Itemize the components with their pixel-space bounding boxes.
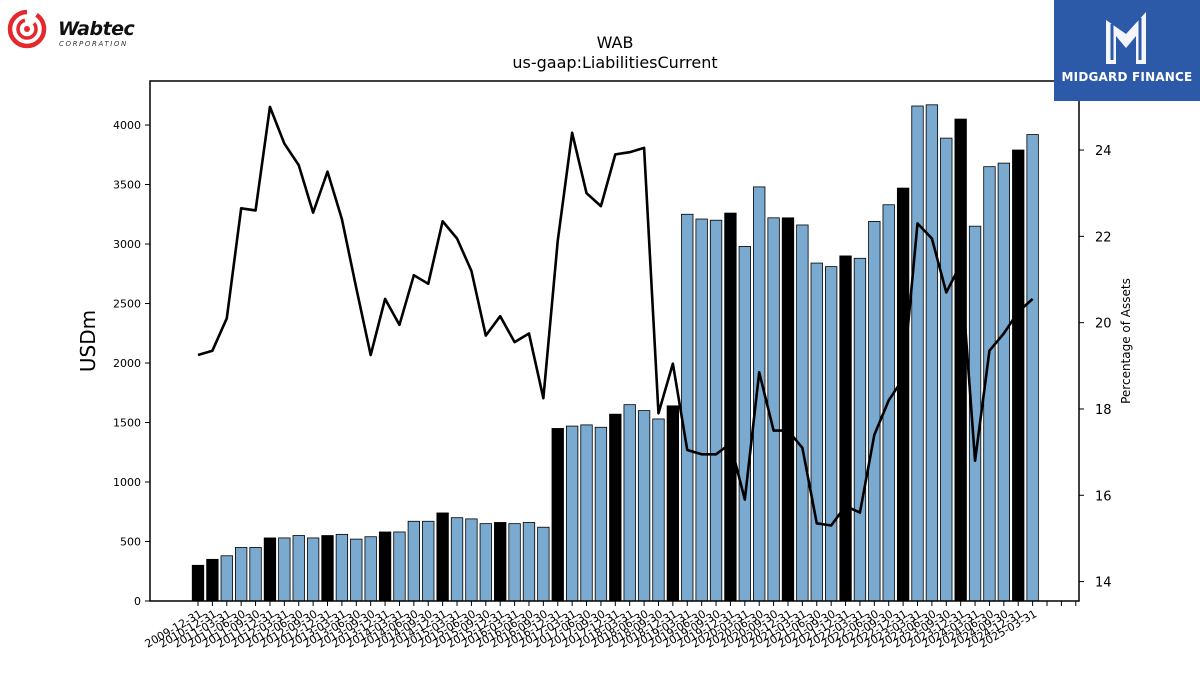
bar-2020-06-30: [796, 224, 809, 602]
bar-2015-09-30: [522, 522, 536, 602]
bar-2017-03-31: [609, 413, 622, 602]
bar-2011-03-31: [263, 537, 277, 602]
y-tick-label: 0: [134, 595, 141, 608]
bar-2022-09-30: [925, 104, 939, 602]
bar-2017-09-30: [637, 410, 651, 602]
bar-2009-12-31: [191, 564, 205, 602]
chart-title: WAB: [597, 33, 634, 52]
bar-2010-12-31: [249, 547, 262, 602]
line-layer: [197, 105, 1034, 527]
bar-2022-03-31: [896, 187, 910, 602]
y-tick-label: 1000: [113, 476, 141, 489]
y-tick-label: 4000: [113, 119, 141, 132]
y-tick-label: 2000: [113, 357, 141, 370]
bar-2024-06-30: [1026, 134, 1039, 602]
bar-2012-03-31: [321, 535, 334, 602]
bar-2010-06-30: [220, 555, 233, 602]
bar-2014-06-30: [450, 517, 464, 602]
bar-2011-09-30: [292, 535, 305, 602]
bar-2015-06-30: [508, 523, 521, 602]
bar-2019-06-30: [738, 245, 751, 602]
bar-2023-03-31: [954, 118, 967, 602]
y2-tick-label: 24: [1095, 144, 1112, 159]
bar-2016-12-31: [594, 426, 608, 602]
midgard-emblem-icon: [1106, 12, 1146, 64]
bar-2012-12-31: [364, 536, 377, 602]
bar-2018-12-31: [709, 219, 723, 602]
bar-2013-03-31: [378, 531, 392, 602]
plot-frame: [149, 80, 1080, 602]
bar-2022-06-30: [911, 105, 924, 602]
bar-2021-03-31: [839, 255, 852, 602]
bar-2010-09-30: [235, 547, 248, 602]
bar-2010-03-31: [206, 558, 219, 602]
bar-2014-03-31: [436, 512, 449, 602]
wabtec-logo: Wabtec CORPORATION: [6, 6, 146, 52]
bar-2014-12-31: [479, 523, 492, 602]
bar-2011-12-31: [306, 537, 320, 602]
bar-2021-09-30: [868, 221, 881, 602]
y2-tick-label: 20: [1095, 317, 1112, 332]
bar-2018-09-30: [695, 218, 708, 602]
bar-2013-06-30: [393, 531, 406, 602]
bar-2020-12-31: [825, 266, 838, 602]
bar-2016-03-31: [551, 428, 564, 602]
wabtec-emblem-icon: [7, 9, 47, 49]
bar-2022-12-31: [940, 137, 953, 602]
bar-2016-06-30: [565, 425, 579, 602]
y-axis-label: USDm: [76, 310, 100, 372]
y2-tick-label: 22: [1095, 230, 1112, 245]
bar-2017-12-31: [652, 418, 665, 602]
wabtec-name: Wabtec: [58, 18, 135, 40]
y-tick-label: 500: [120, 536, 141, 549]
percentage-line: [197, 105, 1034, 527]
bar-2017-06-30: [623, 404, 636, 602]
bar-2012-09-30: [350, 538, 363, 602]
chart-subtitle: us-gaap:LiabilitiesCurrent: [512, 53, 717, 72]
bar-2018-06-30: [681, 213, 694, 602]
bar-2012-06-30: [335, 533, 349, 602]
midgard-name: MIDGARD FINANCE: [1061, 70, 1193, 84]
bar-2016-09-30: [580, 424, 593, 602]
y-tick-label: 3000: [113, 238, 141, 251]
wabtec-sub: CORPORATION: [59, 40, 128, 48]
midgard-logo: MIDGARD FINANCE: [1054, 0, 1200, 101]
y2-tick-label: 14: [1095, 576, 1112, 591]
bars-layer: [191, 104, 1039, 602]
axes-layer: 0 500 1000 1500 2000 2500 3000 3500 4000 14 16 18 20…: [113, 80, 1112, 651]
y2-axis-label: Percentage of Assets: [1119, 278, 1133, 404]
bar-2024-03-31: [1012, 149, 1025, 602]
bar-2014-09-30: [465, 518, 478, 602]
bar-2019-03-31: [724, 212, 737, 602]
bar-2011-06-30: [278, 537, 291, 602]
y-tick-label: 1500: [113, 417, 141, 430]
y-tick-label: 2500: [113, 298, 141, 311]
bar-2013-12-31: [422, 520, 435, 602]
y2-tick-label: 18: [1095, 403, 1112, 418]
bar-2013-09-30: [407, 520, 421, 602]
bar-2018-03-31: [666, 405, 680, 602]
y2-tick-label: 16: [1095, 489, 1112, 504]
bar-2020-03-31: [781, 217, 795, 602]
bar-2015-03-31: [494, 522, 507, 602]
bar-2015-12-31: [537, 526, 550, 602]
bar-2020-09-30: [810, 262, 823, 602]
bar-2023-12-31: [997, 162, 1010, 602]
bar-2021-06-30: [853, 257, 867, 602]
y-tick-label: 3500: [113, 179, 141, 192]
